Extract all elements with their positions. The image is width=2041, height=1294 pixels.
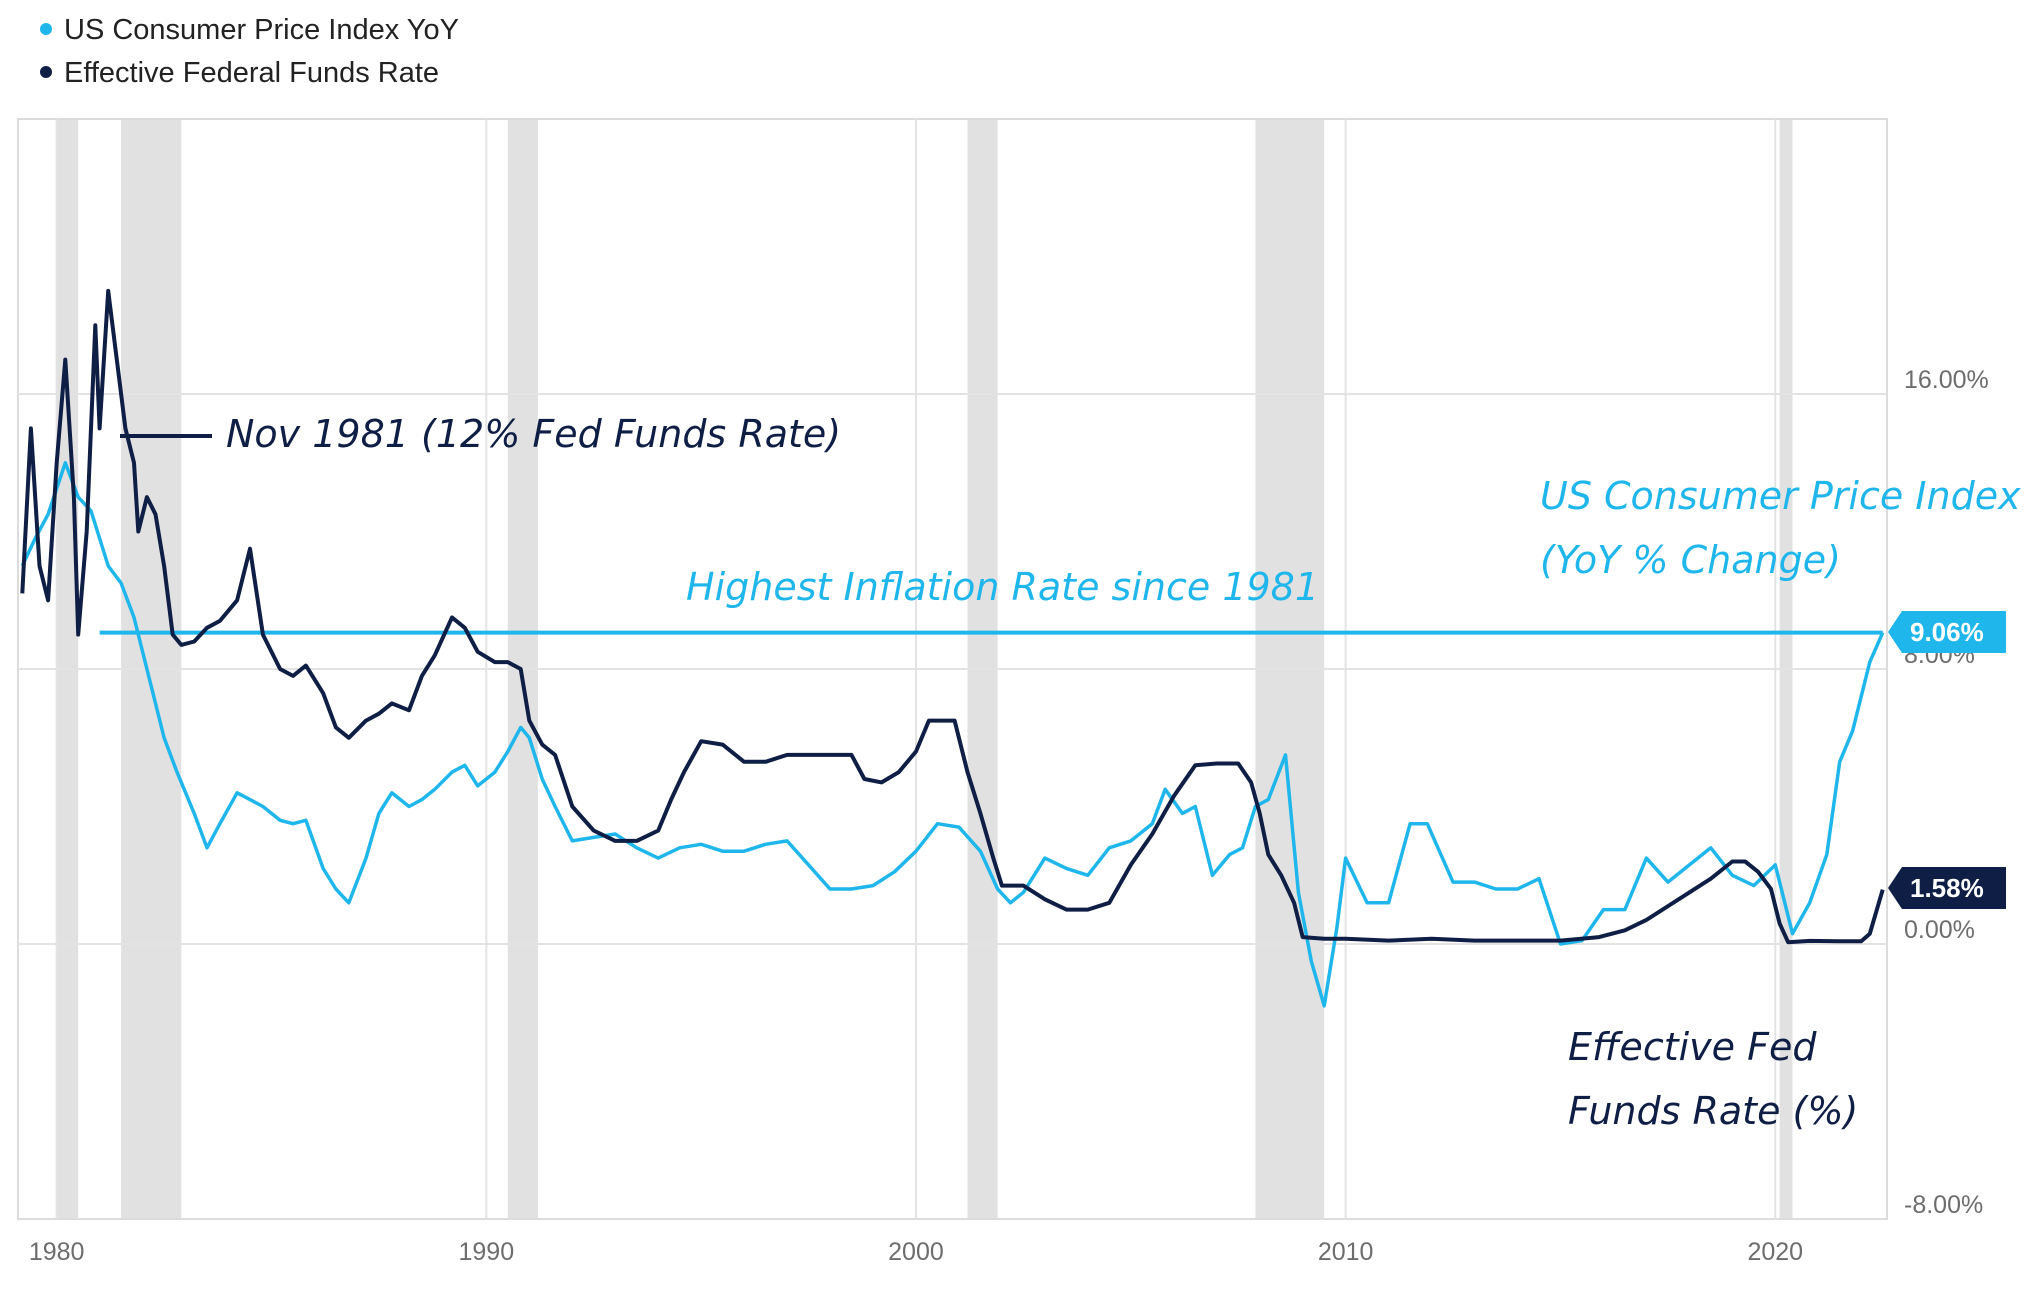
nov1981-annotation: Nov 1981 (12% Fed Funds Rate) [226, 412, 841, 456]
y-tick-label: 0.00% [1904, 916, 1975, 944]
legend-fed-swatch [40, 66, 52, 78]
y-tick-label: 16.00% [1904, 366, 1989, 394]
x-tick-label: 1980 [29, 1238, 85, 1266]
cpi-badge-value: 9.06% [1910, 617, 1984, 647]
fed-badge-shape [1888, 867, 2006, 909]
legend-cpi-swatch [40, 23, 52, 35]
cpi-series-line [20, 461, 1885, 1008]
cpi-last-badge: 9.06% [1888, 611, 2006, 653]
legend-cpi-label: US Consumer Price Index YoY [64, 14, 459, 46]
gridlines [18, 119, 1887, 1219]
legend-fed-label: Effective Federal Funds Rate [64, 57, 439, 89]
y-tick-label: -8.00% [1904, 1191, 1983, 1219]
cpi-annotation-line1: US Consumer Price Index [1540, 474, 2021, 518]
x-tick-label: 2010 [1318, 1238, 1374, 1266]
series-lines [20, 288, 1885, 1008]
cpi-badge-shape [1888, 611, 2006, 653]
x-tick-label: 1990 [459, 1238, 515, 1266]
fed-badge-value: 1.58% [1910, 873, 1984, 903]
x-tick-label: 2000 [888, 1238, 944, 1266]
x-tick-labels: 1980 1990 2000 2010 2020 [29, 1238, 1803, 1266]
fed-funds-series-line [20, 288, 1885, 945]
cpi-annotation-line2: (YoY % Change) [1540, 538, 1841, 582]
fed-last-badge: 1.58% [1888, 867, 2006, 909]
legend: US Consumer Price Index YoY Effective Fe… [40, 14, 459, 89]
highest-inflation-annotation: Highest Inflation Rate since 1981 [686, 565, 1319, 609]
fed-annotation-line2: Funds Rate (%) [1568, 1089, 1858, 1133]
x-tick-label: 2020 [1747, 1238, 1803, 1266]
fed-annotation-line1: Effective Fed [1568, 1025, 1817, 1069]
